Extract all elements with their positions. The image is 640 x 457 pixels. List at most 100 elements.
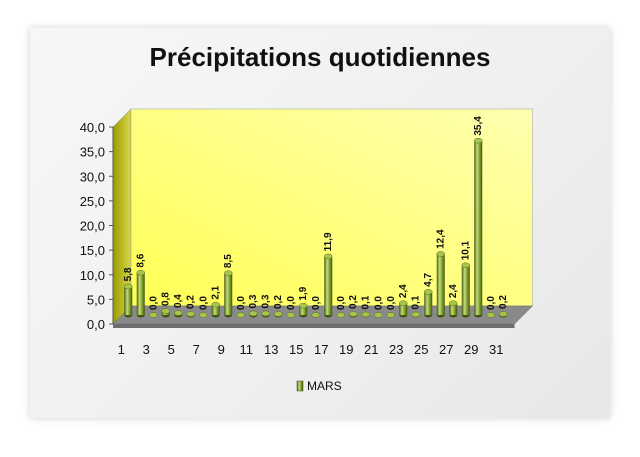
data-label: 0,2 <box>498 295 509 309</box>
y-tick-label: 35,0 <box>80 145 105 160</box>
x-tick-label: 9 <box>218 342 225 357</box>
bar-body <box>436 253 445 315</box>
bar <box>436 251 445 318</box>
data-labels: 5,88,60,0 0,8 0,4 0,2 0,02,18,50,0 0,3 0,3 0,2 0… <box>123 116 509 310</box>
bar <box>461 262 470 318</box>
bar <box>386 312 395 318</box>
bar-top <box>224 270 233 276</box>
data-label: 11,9 <box>323 232 334 251</box>
bar <box>399 300 408 318</box>
data-label: 0,4 <box>173 294 184 308</box>
data-label: 0,2 <box>348 295 359 309</box>
data-label: 12,4 <box>436 229 447 249</box>
data-label: 0,0 <box>286 296 297 310</box>
data-label: 10,1 <box>461 240 472 260</box>
bar <box>161 308 170 318</box>
x-tick-label: 7 <box>193 342 200 357</box>
floor-edge <box>113 324 515 328</box>
bar <box>149 312 158 318</box>
bar <box>411 311 420 318</box>
bar <box>424 289 433 318</box>
bar-body <box>424 291 433 315</box>
y-tick-label: 20,0 <box>80 219 105 234</box>
legend: MARS <box>296 379 342 393</box>
data-label: 0,2 <box>273 295 284 309</box>
y-tick-label: 0,0 <box>87 317 105 332</box>
x-axis: 1 3 5 7 9 11 13 15 17 19 21 23 25 27 29 31 <box>118 342 504 357</box>
bar <box>499 311 508 318</box>
bar <box>349 311 358 318</box>
bar-top <box>236 312 245 318</box>
bar <box>361 311 370 318</box>
data-label: 2,4 <box>448 284 459 298</box>
bar <box>261 310 270 318</box>
bar <box>274 311 283 318</box>
bars <box>124 137 508 318</box>
bar-top <box>324 253 333 260</box>
data-label: 0,8 <box>161 292 172 306</box>
x-tick-label: 21 <box>364 342 378 357</box>
data-label: 2,1 <box>211 285 222 299</box>
bar <box>249 310 258 318</box>
legend-swatch <box>296 380 304 392</box>
bar <box>311 312 320 318</box>
bar <box>374 312 383 318</box>
y-axis: 0,0 5,0 10,0 15,0 20,0 25,0 30,0 35,0 40,0 <box>80 120 114 332</box>
bar <box>486 312 495 318</box>
y-tick-label: 10,0 <box>80 268 105 283</box>
bar-top <box>311 312 320 318</box>
data-label: 0,0 <box>198 296 209 310</box>
data-label: 0,0 <box>486 296 497 310</box>
bar <box>211 301 220 318</box>
bar-top <box>174 310 183 316</box>
bar-body <box>299 305 308 315</box>
bar-top <box>349 311 358 317</box>
bar-top <box>336 312 345 318</box>
bar <box>324 253 333 318</box>
bar-body <box>211 304 220 315</box>
x-tick-label: 15 <box>289 342 303 357</box>
bar-top <box>424 289 433 295</box>
x-tick-label: 19 <box>339 342 353 357</box>
y-tick-label: 30,0 <box>80 169 105 184</box>
bar-top <box>474 137 483 144</box>
bar <box>474 137 483 318</box>
bar-top <box>436 251 445 257</box>
data-label: 0,0 <box>386 296 397 310</box>
data-label: 0,0 <box>311 296 322 310</box>
bar-body <box>399 303 408 315</box>
bar <box>124 283 133 318</box>
data-label: 8,6 <box>136 253 147 267</box>
data-label: 1,9 <box>298 286 309 300</box>
bar-body <box>324 256 333 315</box>
chart-title: Précipitations quotidiennes <box>149 42 491 72</box>
data-label: 2,4 <box>398 284 409 298</box>
bar <box>236 312 245 318</box>
bar-top <box>186 311 195 317</box>
bar-top <box>211 301 220 308</box>
x-tick-label: 29 <box>464 342 478 357</box>
bar-top <box>374 312 383 318</box>
bar-top <box>361 311 370 318</box>
bar-body <box>449 303 458 315</box>
x-tick-label: 23 <box>389 342 403 357</box>
bar <box>199 312 208 318</box>
data-label: 8,5 <box>223 254 234 268</box>
bar <box>336 312 345 318</box>
x-tick-label: 13 <box>264 342 278 357</box>
bar <box>174 310 183 318</box>
bar-body <box>136 272 145 315</box>
bar-top <box>299 302 308 309</box>
data-label: 0,0 <box>373 296 384 310</box>
bar-top <box>199 312 208 318</box>
bar-body <box>474 140 483 315</box>
bar-top <box>499 311 508 317</box>
x-tick-label: 17 <box>314 342 328 357</box>
x-tick-label: 1 <box>118 342 125 357</box>
bar-top <box>124 283 133 290</box>
bar <box>299 302 308 318</box>
x-tick-label: 31 <box>489 342 503 357</box>
bar-top <box>461 262 470 269</box>
data-label: 0,0 <box>148 296 159 310</box>
